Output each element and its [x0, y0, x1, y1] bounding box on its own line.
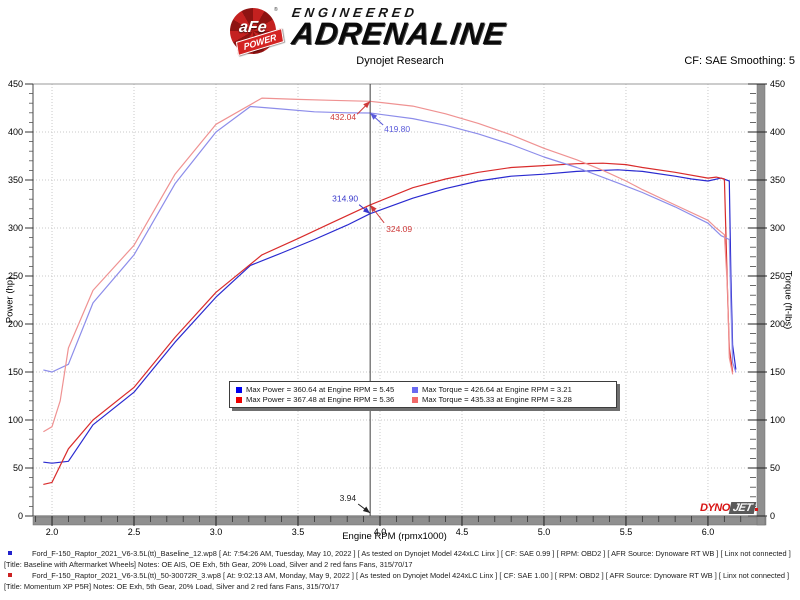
right-axis-title: Torque (ft-lbs): [782, 270, 794, 330]
legend-item: Max Power = 367.48 at Engine RPM = 5.36: [236, 395, 412, 404]
x-tick-label: 2.5: [128, 527, 141, 537]
annotation-value: 324.09: [386, 224, 412, 234]
series-curve-3: [43, 97, 734, 433]
y-tick-label-right: 250: [770, 271, 785, 281]
y-tick-label-left: 100: [8, 415, 23, 425]
x-tick-label: 5.0: [538, 527, 551, 537]
run-info-footer: Ford_F-150_Raptor_2021_V6-3.5L(tt)_Basel…: [4, 548, 796, 592]
run-bullet-baseline: [8, 551, 12, 555]
legend-swatch-power-intake: [236, 396, 242, 403]
x-tick-label: 6.0: [702, 527, 715, 537]
y-tick-label-left: 150: [8, 367, 23, 377]
run-text: Ford_F-150_Raptor_2021_V6-3.5L(tt)_50-30…: [4, 571, 790, 591]
y-tick-label-left: 350: [8, 175, 23, 185]
y-tick-label-right: 100: [770, 415, 785, 425]
dynojet-logo: DYNO JET: [700, 502, 759, 514]
annotation-arrowhead: [370, 204, 377, 213]
legend-label: Max Power = 360.64 at Engine RPM = 5.45: [246, 385, 395, 394]
y-tick-label-right: 300: [770, 223, 785, 233]
annotation-arrowhead: [370, 112, 378, 120]
y-tick-label-left: 50: [13, 463, 23, 473]
x-tick-label: 4.5: [456, 527, 469, 537]
legend-box: Max Power = 360.64 at Engine RPM = 5.45 …: [229, 381, 617, 408]
y-tick-label-left: 400: [8, 127, 23, 137]
legend-item: Max Power = 360.64 at Engine RPM = 5.45: [236, 385, 412, 394]
legend-label: Max Torque = 435.33 at Engine RPM = 3.28: [422, 395, 572, 404]
y-tick-label-right: 0: [770, 511, 775, 521]
report-title: Dynojet Research: [356, 55, 444, 67]
series-curve-0: [43, 169, 737, 464]
legend-label: Max Power = 367.48 at Engine RPM = 5.36: [246, 395, 395, 404]
dynojet-logo-dyno: DYNO: [700, 502, 730, 514]
run-info-intake: Ford_F-150_Raptor_2021_V6-3.5L(tt)_50-30…: [4, 570, 796, 592]
annotation-value: 432.04: [330, 112, 356, 122]
series-curve-2: [43, 105, 737, 373]
legend-swatch-torque-intake: [412, 396, 418, 403]
y-tick-label-right: 150: [770, 367, 785, 377]
x-tick-label: 3.5: [292, 527, 305, 537]
logo-wordmark: ENGINEERED ADRENALINE: [289, 5, 508, 51]
registered-mark: ®: [274, 7, 278, 13]
series-curve-1: [43, 162, 734, 485]
legend-item: Max Torque = 435.33 at Engine RPM = 3.28: [412, 395, 610, 404]
legend-item: Max Torque = 426.64 at Engine RPM = 3.21: [412, 385, 610, 394]
run-info-baseline: Ford_F-150_Raptor_2021_V6-3.5L(tt)_Basel…: [4, 548, 796, 570]
left-axis-title: Power (hp): [4, 276, 16, 324]
y-tick-label-left: 0: [18, 511, 23, 521]
x-tick-label: 3.0: [210, 527, 223, 537]
y-tick-label-right: 350: [770, 175, 785, 185]
annotation-arrowhead: [362, 506, 371, 513]
y-tick-label-left: 450: [8, 79, 23, 89]
legend-swatch-power-baseline: [236, 386, 242, 393]
y-tick-label-right: 200: [770, 319, 785, 329]
legend-swatch-torque-baseline: [412, 386, 418, 393]
annotation-arrowhead: [362, 207, 371, 214]
x-tick-label: 2.0: [46, 527, 59, 537]
x-tick-label: 4.0: [374, 527, 387, 537]
smoothing-setting: CF: SAE Smoothing: 5: [684, 55, 795, 67]
y-tick-label-left: 250: [8, 271, 23, 281]
y-tick-label-left: 200: [8, 319, 23, 329]
y-tick-label-right: 400: [770, 127, 785, 137]
annotation-value: 3.94: [340, 493, 357, 503]
legend-label: Max Torque = 426.64 at Engine RPM = 3.21: [422, 385, 572, 394]
dynojet-logo-dot: [755, 508, 759, 511]
bottom-axis-bar: [32, 516, 767, 526]
annotation-value: 419.80: [384, 124, 410, 134]
logo-adrenaline-text: ADRENALINE: [289, 16, 508, 51]
run-bullet-intake: [8, 573, 12, 577]
y-tick-label-right: 50: [770, 463, 780, 473]
y-tick-label-left: 300: [8, 223, 23, 233]
x-tick-label: 5.5: [620, 527, 633, 537]
dynojet-logo-jet: JET: [728, 502, 756, 514]
run-text: Ford_F-150_Raptor_2021_V6-3.5L(tt)_Basel…: [4, 549, 791, 569]
y-tick-label-right: 450: [770, 79, 785, 89]
x-axis-title: Engine RPM (rpmx1000): [342, 531, 447, 542]
annotation-value: 314.90: [332, 194, 358, 204]
right-axis-bar: [756, 83, 766, 526]
annotation-arrowhead: [363, 101, 371, 109]
